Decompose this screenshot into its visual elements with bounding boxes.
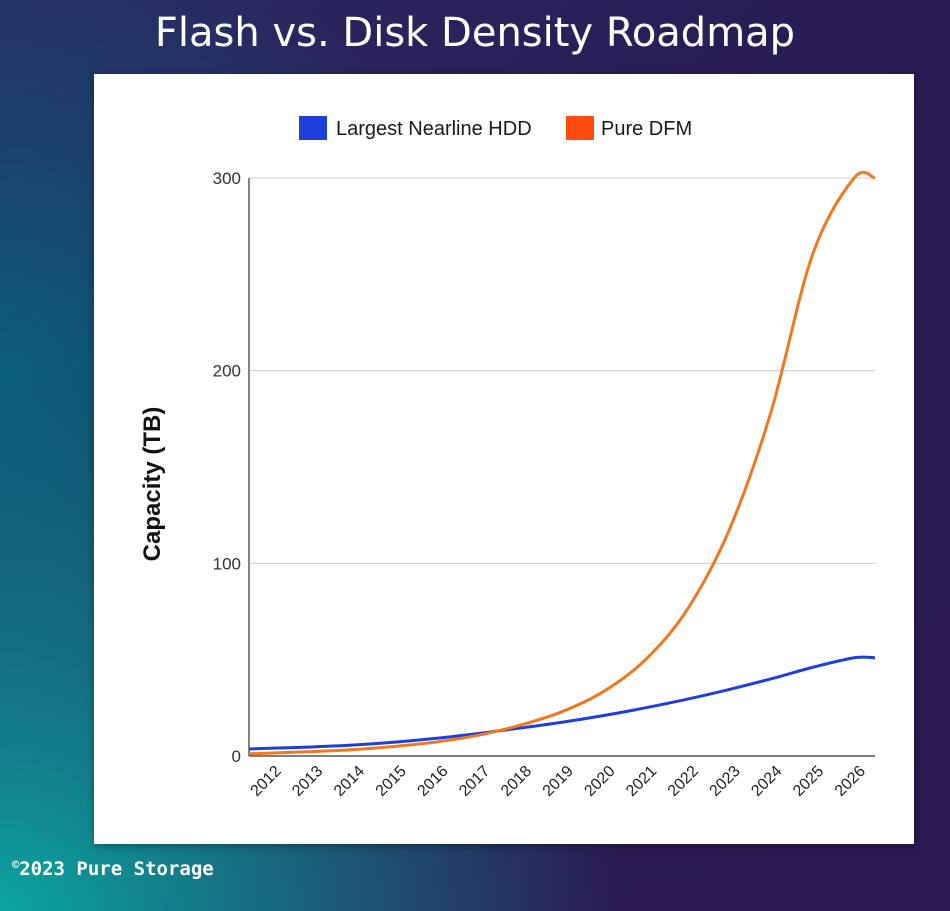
x-tick-label: 2023 [707,763,744,800]
x-tick-label: 2019 [540,763,577,800]
x-tick-label: 2021 [623,763,660,800]
series-lines [248,170,876,756]
x-tick-label: 2017 [456,763,493,800]
x-tick-label: 2025 [790,763,827,800]
x-tick-label: 2016 [414,763,451,800]
legend-swatch-hdd [299,116,327,140]
chart-card: Largest Nearline HDD Pure DFM Capacity (… [94,74,914,844]
x-tick-label: 2026 [832,763,869,800]
x-tick-label: 2018 [498,763,535,800]
x-tick-label: 2015 [373,763,410,800]
x-tick-labels: 2012 2013 2014 2015 2016 2017 2018 2019 2020 2021… [248,763,870,800]
x-tick-label: 2020 [581,763,618,800]
page-title: Flash vs. Disk Density Roadmap [154,10,796,56]
y-tick-label: 200 [213,362,241,381]
x-tick-label: 2013 [289,763,326,800]
y-tick-label: 300 [213,169,241,188]
y-tick-labels: 0 100 200 300 [213,169,241,766]
x-tick-label: 2024 [748,763,785,800]
y-axis-label: Capacity (TB) [139,407,166,562]
legend-label-hdd: Largest Nearline HDD [336,118,532,140]
legend-swatch-dfm [566,116,594,140]
copyright-footer: ©2023 Pure Storage [12,858,214,880]
series-line-hdd [248,655,876,751]
y-tick-label: 0 [232,747,241,766]
line-chart: Largest Nearline HDD Pure DFM Capacity (… [139,116,876,800]
y-tick-label: 100 [213,554,241,573]
x-tick-label: 2022 [665,763,702,800]
legend-label-dfm: Pure DFM [601,118,692,140]
x-tick-label: 2012 [248,763,285,800]
legend: Largest Nearline HDD Pure DFM [299,116,692,140]
series-line-dfm [248,170,876,756]
x-tick-label: 2014 [331,763,368,800]
gridlines [248,177,875,757]
